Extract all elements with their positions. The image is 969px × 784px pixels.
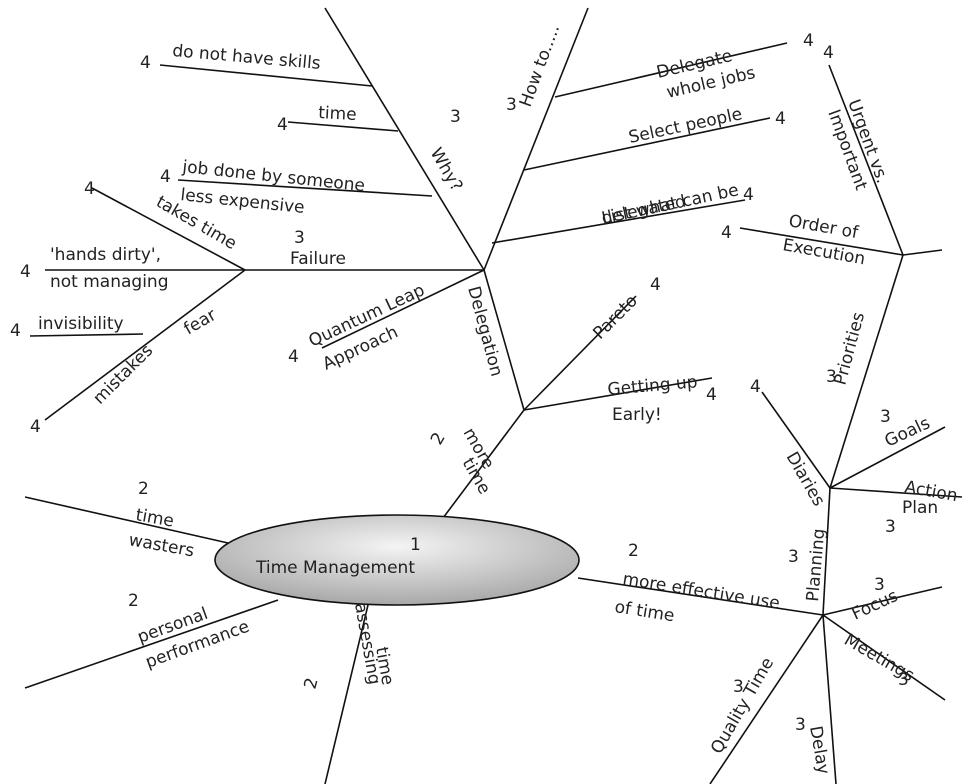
node-label: Plan (902, 498, 938, 518)
level-number: 2 (427, 429, 450, 448)
node-label: Delegation (463, 284, 506, 379)
node-label: Pareto (589, 291, 641, 343)
node-label: Planning (803, 528, 829, 603)
node-label: invisibility (38, 314, 124, 334)
center-ellipse (214, 514, 580, 606)
level-number: 3 (733, 677, 744, 697)
level-number: 4 (140, 53, 151, 73)
level-number: 4 (750, 377, 761, 397)
level-number: 2 (628, 541, 639, 561)
node-label: Why? (426, 145, 467, 195)
level-number: 4 (10, 321, 21, 341)
level-number: 1 (410, 535, 421, 555)
node-label: Getting up (607, 372, 699, 400)
level-number: 3 (788, 547, 799, 567)
level-number: 2 (128, 591, 139, 611)
level-number: 4 (706, 385, 717, 405)
level-number: 3 (885, 517, 896, 537)
branch-lines (24, 7, 963, 784)
node-label: fear (181, 305, 220, 339)
node-label: Diaries (782, 449, 829, 510)
level-number: 4 (721, 223, 732, 243)
level-number: 3 (826, 367, 837, 387)
node-label: mistakes (89, 341, 157, 409)
level-number: 4 (743, 185, 754, 205)
level-number: 4 (823, 43, 834, 63)
node-label: Select people (627, 104, 744, 148)
level-number: 3 (898, 670, 909, 690)
level-number: 4 (30, 417, 41, 437)
level-number: 4 (160, 167, 171, 187)
level-number: 2 (138, 479, 149, 499)
level-number: 2 (301, 676, 323, 692)
level-number: 4 (650, 275, 661, 295)
level-number: 3 (874, 575, 885, 595)
level-number: 3 (506, 95, 517, 115)
node-label: Quality Time (707, 654, 778, 757)
node-label: Early! (612, 405, 662, 425)
node-label: Failure (290, 249, 346, 269)
node-label: time (318, 103, 357, 125)
level-number: 3 (294, 228, 305, 248)
level-number: 4 (84, 179, 95, 199)
node-label: time (134, 505, 175, 531)
level-number: 3 (450, 107, 461, 127)
level-number: 4 (775, 109, 786, 129)
node-label: not managing (50, 272, 169, 292)
level-number: 4 (803, 31, 814, 51)
node-label: of time (613, 597, 676, 626)
level-number: 3 (880, 407, 891, 427)
level-number: 4 (277, 115, 288, 135)
node-label: 'hands dirty', (50, 245, 161, 265)
center-label: Time Management (255, 558, 415, 578)
level-number: 3 (795, 715, 806, 735)
level-number: 4 (288, 347, 299, 367)
node-label: Delay (805, 724, 833, 775)
node-label: delegated (600, 192, 688, 229)
level-number: 4 (20, 262, 31, 282)
node-label: wasters (127, 530, 196, 561)
